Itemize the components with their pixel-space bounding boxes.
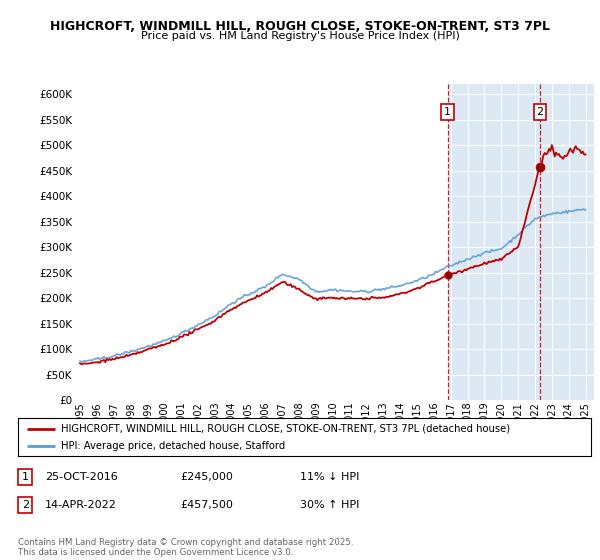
Text: £245,000: £245,000	[180, 472, 233, 482]
Text: Contains HM Land Registry data © Crown copyright and database right 2025.
This d: Contains HM Land Registry data © Crown c…	[18, 538, 353, 557]
Text: 2: 2	[22, 500, 29, 510]
Text: £457,500: £457,500	[180, 500, 233, 510]
Text: Price paid vs. HM Land Registry's House Price Index (HPI): Price paid vs. HM Land Registry's House …	[140, 31, 460, 41]
Bar	[75, 84, 448, 400]
Text: 30% ↑ HPI: 30% ↑ HPI	[300, 500, 359, 510]
Text: 1: 1	[22, 472, 29, 482]
Text: 11% ↓ HPI: 11% ↓ HPI	[300, 472, 359, 482]
Text: HIGHCROFT, WINDMILL HILL, ROUGH CLOSE, STOKE-ON-TRENT, ST3 7PL (detached house): HIGHCROFT, WINDMILL HILL, ROUGH CLOSE, S…	[61, 424, 510, 434]
Text: 1: 1	[444, 107, 451, 117]
Text: HPI: Average price, detached house, Stafford: HPI: Average price, detached house, Staf…	[61, 441, 285, 451]
Text: 14-APR-2022: 14-APR-2022	[45, 500, 117, 510]
Text: 25-OCT-2016: 25-OCT-2016	[45, 472, 118, 482]
Text: HIGHCROFT, WINDMILL HILL, ROUGH CLOSE, STOKE-ON-TRENT, ST3 7PL: HIGHCROFT, WINDMILL HILL, ROUGH CLOSE, S…	[50, 20, 550, 32]
Text: 2: 2	[536, 107, 544, 117]
